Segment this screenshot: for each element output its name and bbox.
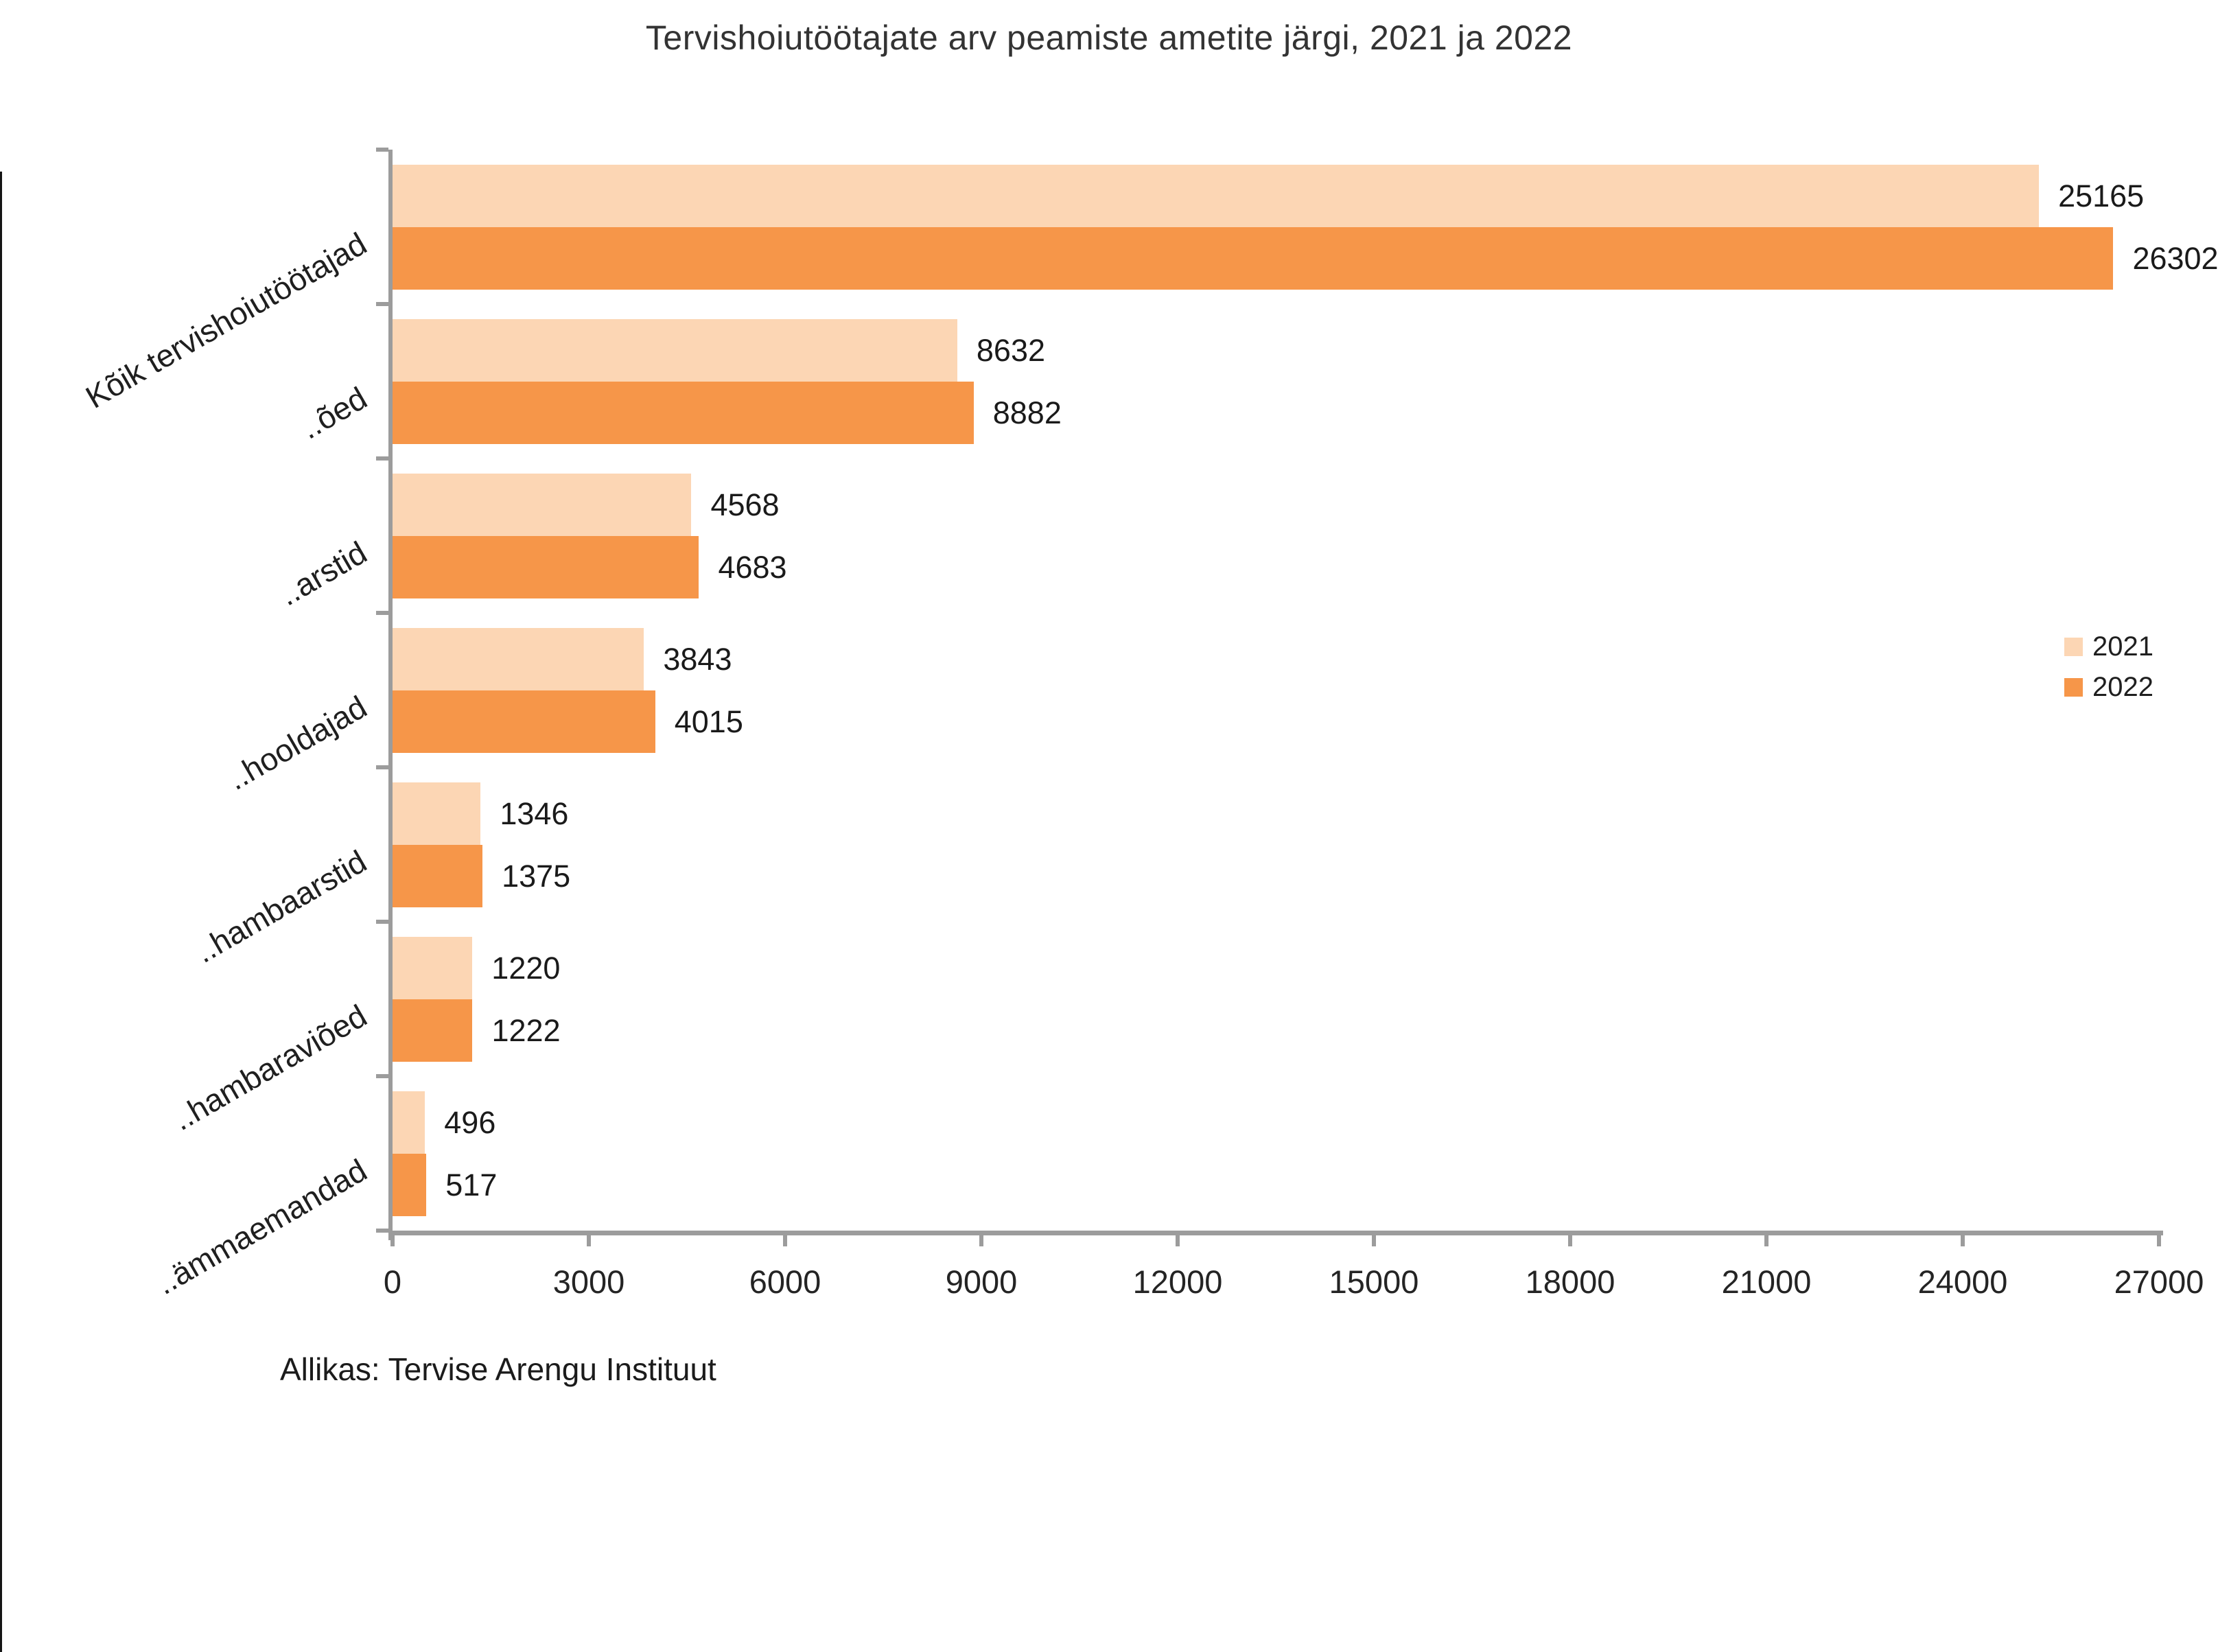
x-tick-label: 3000 bbox=[552, 1264, 625, 1300]
x-axis-tick bbox=[2157, 1235, 2161, 1246]
x-axis-tick bbox=[783, 1235, 787, 1246]
x-axis-line bbox=[388, 1231, 2163, 1235]
x-tick-label: 24000 bbox=[1917, 1264, 2008, 1300]
category-label: ..arstid bbox=[272, 533, 373, 613]
bar-2022 bbox=[393, 536, 699, 598]
legend: 2021 2022 bbox=[2064, 631, 2153, 712]
x-tick-label: 21000 bbox=[1721, 1264, 1812, 1300]
y-axis-tick bbox=[376, 611, 388, 615]
value-label-2021: 4568 bbox=[710, 487, 780, 522]
page-left-border bbox=[0, 172, 2, 1652]
source-note: Allikas: Tervise Arengu Instituut bbox=[280, 1351, 716, 1387]
legend-item-2021: 2021 bbox=[2064, 631, 2153, 662]
x-tick-label: 15000 bbox=[1329, 1264, 1419, 1300]
bar-2021 bbox=[393, 474, 692, 536]
value-label-2021: 25165 bbox=[2058, 178, 2145, 213]
value-label-2021: 496 bbox=[444, 1104, 496, 1140]
value-label-2021: 8632 bbox=[976, 332, 1046, 368]
x-axis-tick bbox=[1961, 1235, 1965, 1246]
bar-2022 bbox=[393, 1154, 427, 1216]
value-label-2022: 517 bbox=[445, 1167, 498, 1202]
x-tick-label: 6000 bbox=[749, 1264, 821, 1300]
x-tick-label: 27000 bbox=[2114, 1264, 2204, 1300]
value-label-2021: 3843 bbox=[663, 641, 732, 677]
value-label-2022: 26302 bbox=[2132, 240, 2218, 276]
chart-title: Tervishoiutöötajate arv peamiste ametite… bbox=[645, 19, 1573, 57]
bar-2021 bbox=[393, 628, 644, 690]
bar-2021 bbox=[393, 937, 473, 999]
x-axis-tick bbox=[390, 1235, 395, 1246]
bar-2022 bbox=[393, 382, 974, 444]
legend-label-2022: 2022 bbox=[2092, 672, 2153, 702]
bar-2021 bbox=[393, 319, 957, 382]
x-axis-tick bbox=[587, 1235, 591, 1246]
value-label-2021: 1220 bbox=[491, 950, 561, 986]
y-axis-tick bbox=[376, 148, 388, 152]
category-label: Kõik tervishoiutöötajad bbox=[80, 224, 373, 415]
category-label: ..hambaraviõed bbox=[166, 997, 373, 1137]
value-label-2022: 8882 bbox=[992, 395, 1062, 430]
bar-2021 bbox=[393, 165, 2040, 227]
bar-2022 bbox=[393, 999, 473, 1062]
value-label-2021: 1346 bbox=[500, 795, 569, 831]
bar-2021 bbox=[393, 1091, 425, 1154]
category-label: ..hooldajad bbox=[221, 688, 373, 797]
bar-2022 bbox=[393, 845, 483, 907]
value-label-2022: 4683 bbox=[718, 549, 787, 585]
legend-swatch-2022 bbox=[2064, 678, 2083, 697]
x-tick-label: 12000 bbox=[1132, 1264, 1223, 1300]
y-axis-tick bbox=[376, 765, 388, 769]
x-axis-tick bbox=[979, 1235, 983, 1246]
x-tick-label: 0 bbox=[383, 1264, 402, 1300]
y-axis-tick bbox=[376, 1074, 388, 1078]
y-axis-tick bbox=[376, 1229, 388, 1233]
category-label: ..ämmaemandad bbox=[150, 1151, 373, 1301]
y-axis-line bbox=[388, 150, 393, 1240]
legend-swatch-2021 bbox=[2064, 638, 2083, 656]
bar-2021 bbox=[393, 782, 481, 845]
legend-item-2022: 2022 bbox=[2064, 672, 2153, 703]
y-axis-tick bbox=[376, 456, 388, 461]
bar-2022 bbox=[393, 227, 2114, 290]
category-label: ..õed bbox=[294, 379, 373, 446]
x-axis-tick bbox=[1176, 1235, 1180, 1246]
value-label-2022: 1375 bbox=[502, 858, 571, 894]
value-label-2022: 4015 bbox=[674, 703, 743, 739]
x-axis-tick bbox=[1568, 1235, 1572, 1246]
x-tick-label: 18000 bbox=[1525, 1264, 1615, 1300]
x-axis-tick bbox=[1764, 1235, 1768, 1246]
legend-label-2021: 2021 bbox=[2092, 631, 2153, 662]
bar-2022 bbox=[393, 690, 655, 753]
y-axis-tick bbox=[376, 920, 388, 924]
category-label: ..hambaarstid bbox=[189, 842, 373, 970]
value-label-2022: 1222 bbox=[491, 1012, 561, 1048]
plot-area: 0 3000 6000 9000 12000 15000 18000 21000 24000 27… bbox=[376, 148, 2218, 1300]
x-axis-tick bbox=[1372, 1235, 1376, 1246]
y-axis-tick bbox=[376, 302, 388, 306]
x-tick-label: 9000 bbox=[945, 1264, 1018, 1300]
